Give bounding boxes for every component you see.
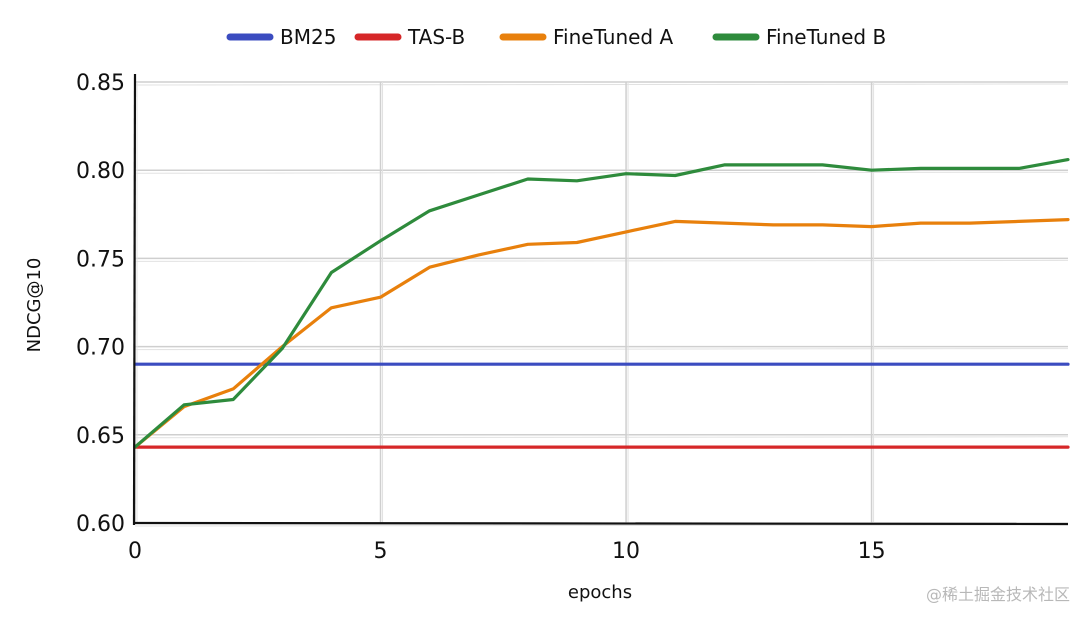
x-tick-label: 15 [858, 539, 886, 564]
x-tick-label: 10 [612, 539, 640, 564]
series-line-finetuned-a [133, 218, 1070, 449]
y-gridline-sketch [134, 348, 1069, 351]
legend-label-finetuned-b: FineTuned B [766, 25, 886, 49]
y-axis-title: NDCG@10 [24, 258, 45, 353]
y-gridline-sketch [134, 171, 1069, 174]
series-layer [133, 158, 1070, 449]
axes [132, 73, 1069, 526]
watermark-text: @稀土掘金技术社区 [926, 585, 1070, 604]
y-tick-label: 0.75 [76, 247, 125, 272]
tick-labels: 0.60 0.65 0.70 0.75 0.80 0.85 0 5 10 15 [76, 71, 886, 564]
y-gridline-sketch [134, 524, 1069, 527]
y-gridline-sketch [134, 436, 1069, 439]
legend: BM25 TAS-B FineTuned A FineTuned B [226, 25, 886, 49]
grid [134, 81, 1069, 527]
x-axis-line [132, 521, 1069, 526]
y-tick-label: 0.80 [76, 159, 125, 184]
y-tick-label: 0.85 [76, 71, 125, 96]
y-gridline-sketch [134, 259, 1069, 262]
legend-label-bm25: BM25 [280, 25, 336, 49]
y-axis-line [132, 73, 137, 526]
y-tick-label: 0.60 [76, 512, 125, 537]
y-tick-label: 0.65 [76, 424, 125, 449]
y-gridline-sketch [134, 83, 1069, 86]
legend-label-tas-b: TAS-B [407, 25, 465, 49]
legend-label-finetuned-a: FineTuned A [553, 25, 673, 49]
x-axis-title: epochs [568, 582, 632, 603]
series-line-finetuned-b [133, 158, 1070, 449]
x-tick-label: 5 [374, 539, 388, 564]
y-tick-label: 0.70 [76, 336, 125, 361]
x-tick-label: 0 [128, 539, 142, 564]
